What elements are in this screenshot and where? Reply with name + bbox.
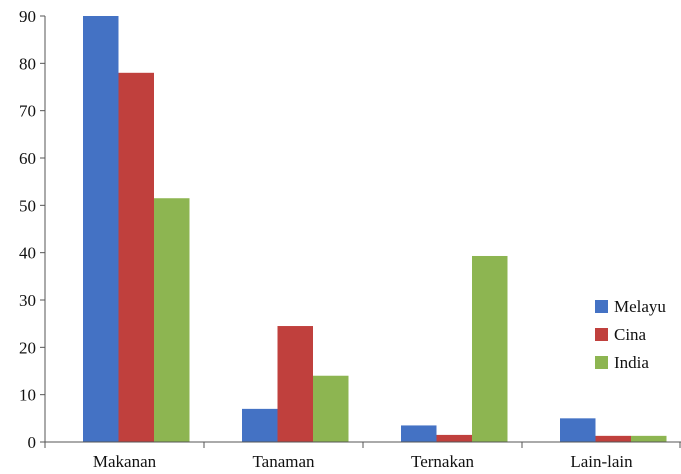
bar-india-tanaman [313, 375, 349, 442]
bar-india-ternakan [472, 255, 508, 442]
y-tick-label: 90 [19, 7, 36, 26]
y-tick-label: 70 [19, 102, 36, 121]
y-tick-label: 30 [19, 291, 36, 310]
bar-india-lain-lain [631, 435, 667, 442]
y-tick-label: 50 [19, 196, 36, 215]
bar-cina-ternakan [436, 434, 472, 442]
bar-melayu-tanaman [242, 408, 278, 442]
bar-melayu-lain-lain [560, 418, 596, 442]
bar-melayu-makanan [83, 16, 119, 442]
bar-melayu-ternakan [401, 425, 437, 442]
bar-india-makanan [154, 198, 190, 442]
legend-swatch-cina [595, 328, 608, 341]
legend-label-cina: Cina [614, 325, 647, 344]
y-tick-label: 10 [19, 386, 36, 405]
x-tick-label: Lain-lain [570, 452, 633, 471]
legend-swatch-melayu [595, 300, 608, 313]
bar-cina-tanaman [277, 326, 313, 442]
y-tick-label: 20 [19, 338, 36, 357]
y-tick-label: 0 [28, 433, 37, 452]
y-tick-label: 40 [19, 244, 36, 263]
x-tick-label: Ternakan [411, 452, 474, 471]
legend-swatch-india [595, 356, 608, 369]
bar-cina-makanan [118, 72, 154, 443]
legend-label-india: India [614, 353, 649, 372]
y-tick-label: 80 [19, 54, 36, 73]
bars-group [83, 16, 667, 443]
bar-cina-lain-lain [595, 435, 631, 442]
x-tick-label: Tanaman [252, 452, 315, 471]
x-axis-labels: Makanan Tanaman Ternakan Lain-lain [44, 442, 681, 471]
y-tick-label: 60 [19, 149, 36, 168]
legend-label-melayu: Melayu [614, 297, 666, 316]
legend: Melayu Cina India [595, 297, 666, 372]
y-axis-ticks: 0 10 20 30 40 50 60 70 80 90 [19, 7, 45, 452]
x-tick-label: Makanan [93, 452, 157, 471]
